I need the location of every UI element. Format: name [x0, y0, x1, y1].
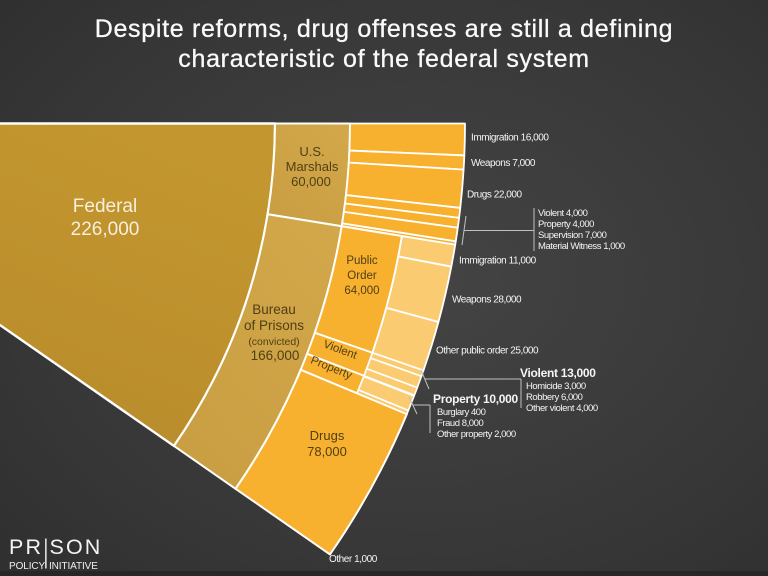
svg-text:Other 1,000: Other 1,000 [329, 554, 378, 565]
svg-text:characteristic of the federal: characteristic of the federal system [178, 45, 589, 73]
svg-text:Material Witness 1,000: Material Witness 1,000 [538, 241, 625, 252]
svg-text:Drugs 22,000: Drugs 22,000 [467, 190, 523, 201]
svg-text:SON: SON [50, 535, 103, 559]
svg-text:Burglary 400: Burglary 400 [437, 407, 486, 418]
svg-text:Weapons 28,000: Weapons 28,000 [452, 295, 522, 306]
svg-text:Fraud 8,000: Fraud 8,000 [437, 418, 483, 429]
svg-text:Robbery 6,000: Robbery 6,000 [526, 392, 583, 403]
svg-text:Violent 13,000: Violent 13,000 [520, 366, 596, 380]
svg-text:PR: PR [9, 535, 43, 559]
svg-text:Federal: Federal [73, 196, 137, 217]
svg-text:Property 4,000: Property 4,000 [538, 219, 594, 230]
svg-text:of Prisons: of Prisons [244, 318, 304, 333]
svg-text:Marshals: Marshals [286, 159, 339, 174]
svg-text:Homicide 3,000: Homicide 3,000 [526, 381, 586, 392]
svg-text:INITIATIVE: INITIATIVE [49, 561, 98, 572]
svg-text:POLICY: POLICY [9, 561, 46, 572]
svg-text:Drugs: Drugs [310, 428, 345, 443]
svg-text:Violent 4,000: Violent 4,000 [538, 208, 588, 219]
svg-text:(convicted): (convicted) [248, 336, 299, 348]
svg-text:226,000: 226,000 [71, 219, 140, 240]
svg-text:Bureau: Bureau [252, 302, 296, 317]
svg-text:Despite reforms, drug offenses: Despite reforms, drug offenses are still… [95, 15, 674, 43]
svg-text:Property 10,000: Property 10,000 [433, 392, 519, 406]
svg-text:Immigration 16,000: Immigration 16,000 [471, 133, 549, 144]
svg-text:78,000: 78,000 [307, 444, 347, 459]
svg-text:Other violent 4,000: Other violent 4,000 [526, 403, 598, 414]
svg-text:Public: Public [346, 255, 378, 267]
svg-text:U.S.: U.S. [299, 144, 324, 159]
svg-text:60,000: 60,000 [291, 174, 331, 189]
svg-text:Supervision 7,000: Supervision 7,000 [538, 230, 607, 241]
svg-text:Immigration 11,000: Immigration 11,000 [459, 256, 537, 267]
svg-text:64,000: 64,000 [344, 285, 379, 297]
svg-text:Weapons 7,000: Weapons 7,000 [471, 158, 536, 169]
svg-text:166,000: 166,000 [251, 348, 300, 363]
svg-text:Other public order 25,000: Other public order 25,000 [436, 346, 539, 357]
svg-text:Order: Order [347, 270, 377, 282]
svg-text:Other property 2,000: Other property 2,000 [437, 429, 516, 440]
